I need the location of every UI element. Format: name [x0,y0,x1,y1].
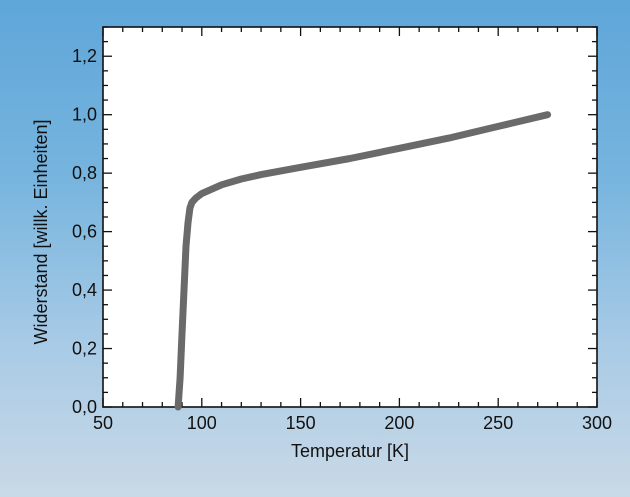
plot-area [102,26,598,408]
x-axis-title: Temperatur [K] [291,441,409,461]
x-tick-label: 300 [582,413,612,433]
x-tick-label: 200 [384,413,414,433]
y-tick-label: 0,4 [72,280,97,300]
plot-frame [102,26,598,408]
x-tick-label: 100 [187,413,217,433]
y-tick-label: 0,0 [72,397,97,417]
x-tick-label: 50 [93,413,113,433]
x-tick-label: 250 [483,413,513,433]
y-tick-label: 1,0 [72,105,97,125]
y-tick-label: 0,2 [72,339,97,359]
ticks [102,26,598,408]
y-tick-label: 0,6 [72,222,97,242]
series [174,111,552,411]
resistance-curve [174,111,552,411]
x-tick-label: 150 [286,413,316,433]
y-axis-title: Widerstand [willk. Einheiten] [31,119,51,344]
x-tick-labels: 50 100 150 200 250 300 [93,413,612,433]
y-tick-label: 0,8 [72,163,97,183]
y-tick-label: 1,2 [72,46,97,66]
y-tick-labels: 0,0 0,2 0,4 0,6 0,8 1,0 1,2 [72,46,97,417]
